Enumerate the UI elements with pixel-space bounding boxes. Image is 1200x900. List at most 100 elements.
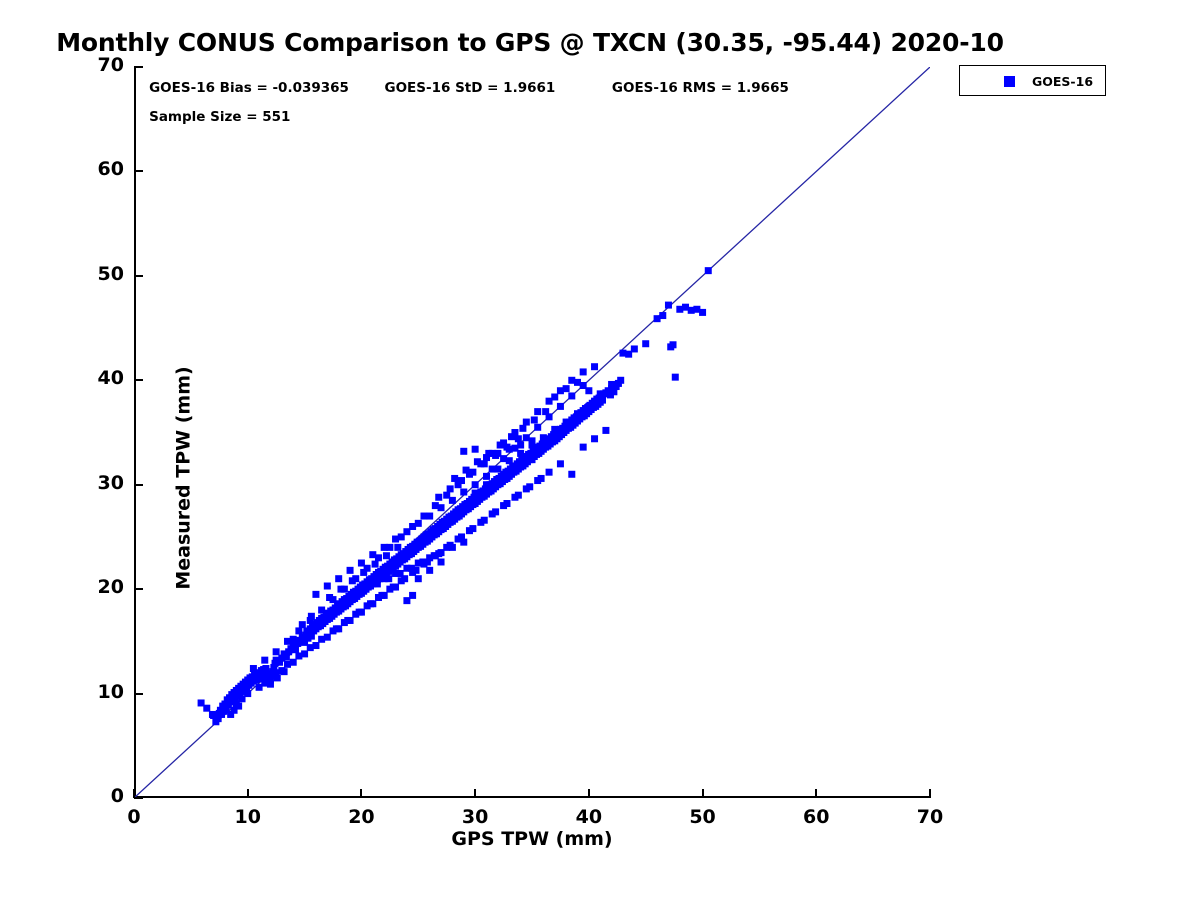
scatter-point <box>403 528 411 536</box>
scatter-point <box>307 632 315 640</box>
scatter-point <box>602 426 610 434</box>
scatter-point <box>551 425 559 433</box>
scatter-point <box>556 387 564 395</box>
scatter-point <box>460 538 468 546</box>
scatter-point <box>458 533 465 541</box>
scatter-point <box>423 558 431 566</box>
scatter-point <box>284 660 292 668</box>
scatter-canvas <box>134 67 930 798</box>
scatter-point <box>528 441 536 449</box>
annotation-1: GOES-16 StD = 1.9661 <box>384 79 556 96</box>
scatter-point <box>530 416 538 424</box>
scatter-point <box>272 669 280 677</box>
scatter-point <box>373 580 381 588</box>
x-axis-label: GPS TPW (mm) <box>451 828 613 850</box>
scatter-point <box>346 566 354 574</box>
scatter-point <box>431 502 439 510</box>
scatter-point <box>562 418 570 426</box>
y-tick-60 <box>134 170 143 173</box>
scatter-point <box>280 668 288 676</box>
scatter-point <box>249 665 257 673</box>
scatter-point <box>562 385 570 393</box>
scatter-point <box>522 418 530 426</box>
scatter-point <box>503 500 511 508</box>
scatter-point <box>360 568 368 576</box>
scatter-point <box>460 447 468 455</box>
scatter-point <box>539 434 547 442</box>
scatter-point <box>326 594 334 601</box>
scatter-point <box>458 477 465 485</box>
annotation-2: GOES-16 RMS = 1.9665 <box>611 79 789 96</box>
scatter-point <box>471 481 479 489</box>
y-ticklabel-40: 40 <box>97 367 124 390</box>
scatter-point <box>494 465 502 473</box>
scatter-point <box>323 582 331 590</box>
y-tick-10 <box>134 692 143 695</box>
scatter-point <box>676 305 684 313</box>
scatter-point <box>382 552 390 560</box>
scatter-point <box>585 387 593 395</box>
scatter-point <box>266 676 274 684</box>
scatter-point <box>386 543 394 551</box>
scatter-point <box>471 489 479 497</box>
scatter-point <box>511 444 519 452</box>
scatter-point <box>380 543 388 551</box>
scatter-point <box>437 558 445 566</box>
scatter-point <box>335 575 343 583</box>
scatter-point <box>579 368 587 376</box>
scatter-point <box>210 712 218 719</box>
scatter-point <box>534 408 542 416</box>
scatter-point <box>469 525 477 533</box>
scatter-point <box>460 488 468 496</box>
scatter-point <box>671 373 679 381</box>
scatter-point <box>551 393 559 401</box>
scatter-point <box>630 345 638 353</box>
scatter-point <box>357 559 365 567</box>
scatter-point <box>517 449 525 457</box>
scatter-point <box>682 303 690 311</box>
scatter-point <box>268 672 276 680</box>
x-ticklabel-60: 60 <box>803 806 830 828</box>
scatter-point <box>596 390 604 398</box>
scatter-point <box>392 583 400 591</box>
x-ticklabel-70: 70 <box>916 806 944 828</box>
scatter-point <box>394 543 402 551</box>
y-tick-20 <box>134 588 143 591</box>
y-tick-50 <box>134 274 143 277</box>
x-ticklabel-20: 20 <box>348 806 375 828</box>
scatter-point <box>568 376 576 384</box>
scatter-point <box>545 468 553 476</box>
y-ticklabel-50: 50 <box>97 262 124 285</box>
scatter-point <box>278 654 286 662</box>
scatter-point <box>568 392 576 400</box>
x-ticklabel-10: 10 <box>234 806 261 828</box>
x-ticklabel-30: 30 <box>461 806 489 828</box>
scatter-point <box>291 646 299 654</box>
scatter-point <box>414 559 422 567</box>
y-ticklabel-20: 20 <box>97 576 124 599</box>
scatter-point <box>610 388 618 396</box>
scatter-point <box>451 474 459 482</box>
scatter-point <box>420 512 428 520</box>
y-ticklabel-10: 10 <box>97 680 124 703</box>
y-tick-70 <box>134 66 143 68</box>
scatter-point <box>505 468 513 476</box>
scatter-point <box>579 382 587 390</box>
annotation-3: Sample Size = 551 <box>149 109 291 126</box>
scatter-point <box>500 455 508 463</box>
x-ticklabel-40: 40 <box>575 806 603 828</box>
scatter-point <box>403 564 411 572</box>
scatter-point <box>699 308 707 316</box>
scatter-point <box>480 516 488 524</box>
one-to-one-reference-line <box>134 67 930 798</box>
scatter-point <box>437 549 445 557</box>
scatter-point <box>579 443 587 451</box>
scatter-point <box>255 683 263 691</box>
scatter-point <box>480 460 488 468</box>
chart-legend: GOES-16 <box>959 65 1106 96</box>
scatter-point <box>430 552 438 560</box>
scatter-point <box>483 481 491 489</box>
scatter-point <box>306 644 314 652</box>
scatter-point <box>437 504 445 512</box>
